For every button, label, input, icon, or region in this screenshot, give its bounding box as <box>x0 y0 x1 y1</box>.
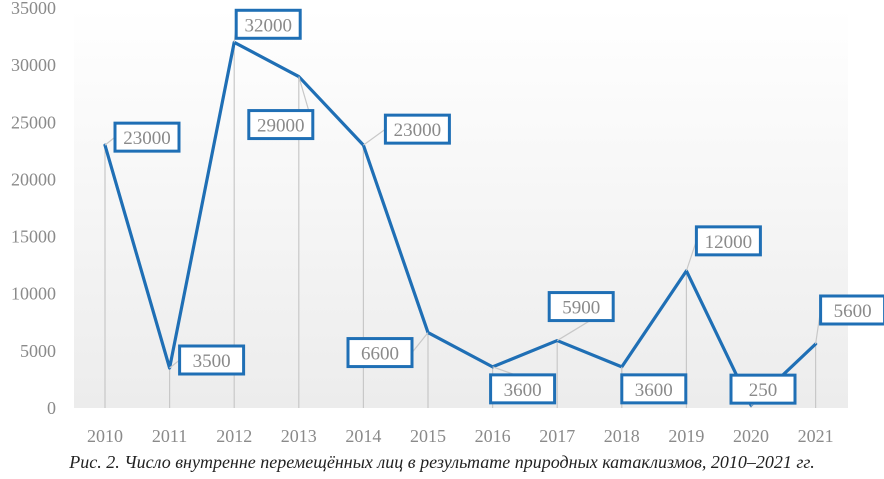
figure-caption: Рис. 2. Число внутренне перемещённых лиц… <box>69 452 815 472</box>
series-line <box>103 40 818 407</box>
data-label-box <box>489 373 557 405</box>
data-label-box <box>113 121 181 153</box>
data-label: 23000 <box>104 121 181 153</box>
data-label-text: 32000 <box>244 15 292 36</box>
y-tick-label: 20000 <box>11 169 56 189</box>
x-tick-label: 2014 <box>345 426 381 446</box>
data-label-leader <box>169 359 180 369</box>
data-label-text: 3500 <box>193 351 231 372</box>
data-label-box <box>247 109 315 141</box>
data-label-box <box>346 337 414 369</box>
x-tick-label: 2015 <box>410 426 446 446</box>
y-tick-label: 35000 <box>11 0 56 18</box>
data-label-text: 3600 <box>504 380 542 401</box>
data-label-box <box>729 373 797 405</box>
data-label: 5900 <box>547 291 615 342</box>
data-label: 29000 <box>247 76 315 141</box>
data-label-box <box>819 294 884 326</box>
chart-canvas: 0 5000 10000 15000 20000 25000 30000 35000 2010 2… <box>11 0 884 446</box>
data-label: 23000 <box>363 113 451 146</box>
x-tick-label: 2010 <box>87 426 123 446</box>
data-label-leader <box>363 128 386 146</box>
data-label: 32000 <box>233 8 302 43</box>
data-label-text: 5600 <box>834 301 872 322</box>
data-label-leader <box>411 332 429 353</box>
x-tick-label: 2019 <box>668 426 704 446</box>
data-label-box <box>383 113 451 145</box>
data-label-text: 23000 <box>123 128 171 149</box>
y-tick-label: 15000 <box>11 227 56 247</box>
data-label-text: 3600 <box>635 380 673 401</box>
data-label: 3500 <box>169 344 246 376</box>
data-label-leader <box>685 240 697 272</box>
line-chart: 0 5000 10000 15000 20000 25000 30000 35000 2010 2… <box>11 0 884 446</box>
data-label-box <box>694 225 762 257</box>
x-tick-label: 2020 <box>733 426 769 446</box>
data-label-box <box>547 291 615 323</box>
data-label-text: 6600 <box>361 344 399 365</box>
x-tick-label: 2018 <box>604 426 640 446</box>
y-tick-label: 0 <box>47 398 56 418</box>
x-tick-label: 2011 <box>152 426 187 446</box>
data-label-text: 12000 <box>705 232 753 253</box>
x-tick-label: 2016 <box>475 426 511 446</box>
data-label-leader <box>104 136 116 146</box>
x-tick-label: 2013 <box>281 426 317 446</box>
data-label-box <box>620 373 688 405</box>
data-label: 250 <box>729 373 797 406</box>
data-label-text: 29000 <box>257 116 305 137</box>
y-tick-label: 5000 <box>20 341 56 361</box>
data-label: 12000 <box>685 225 762 272</box>
data-label: 3600 <box>620 366 688 405</box>
x-tick-label: 2012 <box>216 426 252 446</box>
data-label-text: 23000 <box>394 120 442 141</box>
data-label-text: 250 <box>749 380 778 401</box>
data-label-box <box>178 344 246 376</box>
y-tick-label: 10000 <box>11 284 56 304</box>
data-label-text: 5900 <box>562 298 600 319</box>
data-label: 5600 <box>815 294 884 345</box>
x-tick-label: 2017 <box>539 426 575 446</box>
x-tick-label: 2021 <box>798 426 834 446</box>
data-label-box <box>234 8 302 40</box>
y-tick-label: 30000 <box>11 55 56 75</box>
y-tick-label: 25000 <box>11 112 56 132</box>
data-label: 6600 <box>346 332 429 369</box>
data-label: 3600 <box>489 366 557 405</box>
